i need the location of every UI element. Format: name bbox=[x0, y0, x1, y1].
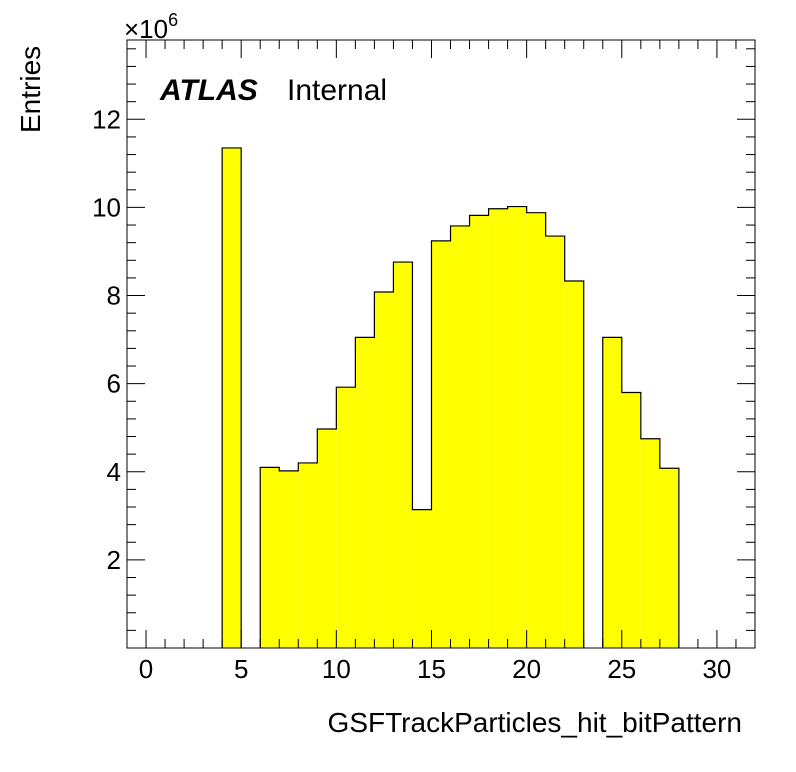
y-axis-tick-labels: 2 4 6 8 10 12 bbox=[92, 104, 121, 575]
histogram-step-line bbox=[221, 147, 680, 648]
x-tick-label: 10 bbox=[322, 654, 351, 684]
histogram-bin-2 bbox=[279, 470, 299, 648]
x-tick-label: 25 bbox=[607, 654, 636, 684]
histogram-bin-10 bbox=[431, 240, 451, 648]
histogram-bin-11 bbox=[450, 225, 470, 649]
histogram-bin-13 bbox=[488, 208, 508, 648]
histogram-bin-14 bbox=[507, 206, 527, 648]
y-tick-label: 8 bbox=[107, 281, 121, 311]
histogram-bin-3 bbox=[298, 462, 318, 648]
histogram-bin-21 bbox=[659, 468, 679, 648]
x-tick-label: 30 bbox=[702, 654, 731, 684]
histogram-bin-6 bbox=[355, 337, 375, 648]
histogram-bin-19 bbox=[621, 392, 641, 648]
histogram-bin-15 bbox=[526, 212, 546, 648]
x-axis-title: GSFTrackParticles_hit_bitPattern bbox=[328, 707, 742, 738]
histogram-bars bbox=[222, 147, 679, 649]
y-axis-ticks bbox=[127, 48, 755, 631]
histogram-bin-4 bbox=[317, 429, 337, 648]
histogram-bin-8 bbox=[393, 262, 413, 648]
histogram-outline bbox=[221, 147, 680, 648]
histogram-bin-20 bbox=[640, 438, 660, 648]
y-axis-title: Entries bbox=[15, 46, 46, 133]
histogram-bin-0 bbox=[222, 147, 242, 649]
x-tick-label: 15 bbox=[417, 654, 446, 684]
histogram-bin-12 bbox=[469, 215, 489, 649]
histogram-bin-18 bbox=[602, 337, 622, 648]
x-tick-label: 5 bbox=[234, 654, 248, 684]
atlas-internal-label: Internal bbox=[287, 74, 387, 107]
histogram-bin-17 bbox=[564, 280, 584, 648]
histogram-bin-5 bbox=[336, 387, 356, 648]
y-tick-label: 6 bbox=[107, 369, 121, 399]
histogram-bin-16 bbox=[545, 236, 565, 648]
y-tick-label: 4 bbox=[107, 457, 121, 487]
y-axis-multiplier: ×106 bbox=[124, 10, 178, 44]
histogram-bin-9 bbox=[412, 509, 432, 648]
y-tick-label: 12 bbox=[92, 104, 121, 134]
x-tick-label: 0 bbox=[139, 654, 153, 684]
atlas-label: ATLAS bbox=[159, 74, 258, 107]
y-tick-label: 10 bbox=[92, 192, 121, 222]
plot-frame bbox=[126, 39, 756, 649]
x-tick-label: 20 bbox=[512, 654, 541, 684]
x-axis-tick-labels: 0 5 10 15 20 25 30 bbox=[139, 654, 732, 684]
histogram-bin-1 bbox=[260, 467, 280, 648]
y-tick-label: 2 bbox=[107, 545, 121, 575]
histogram-bin-7 bbox=[374, 292, 394, 648]
x-axis-ticks bbox=[126, 40, 756, 648]
